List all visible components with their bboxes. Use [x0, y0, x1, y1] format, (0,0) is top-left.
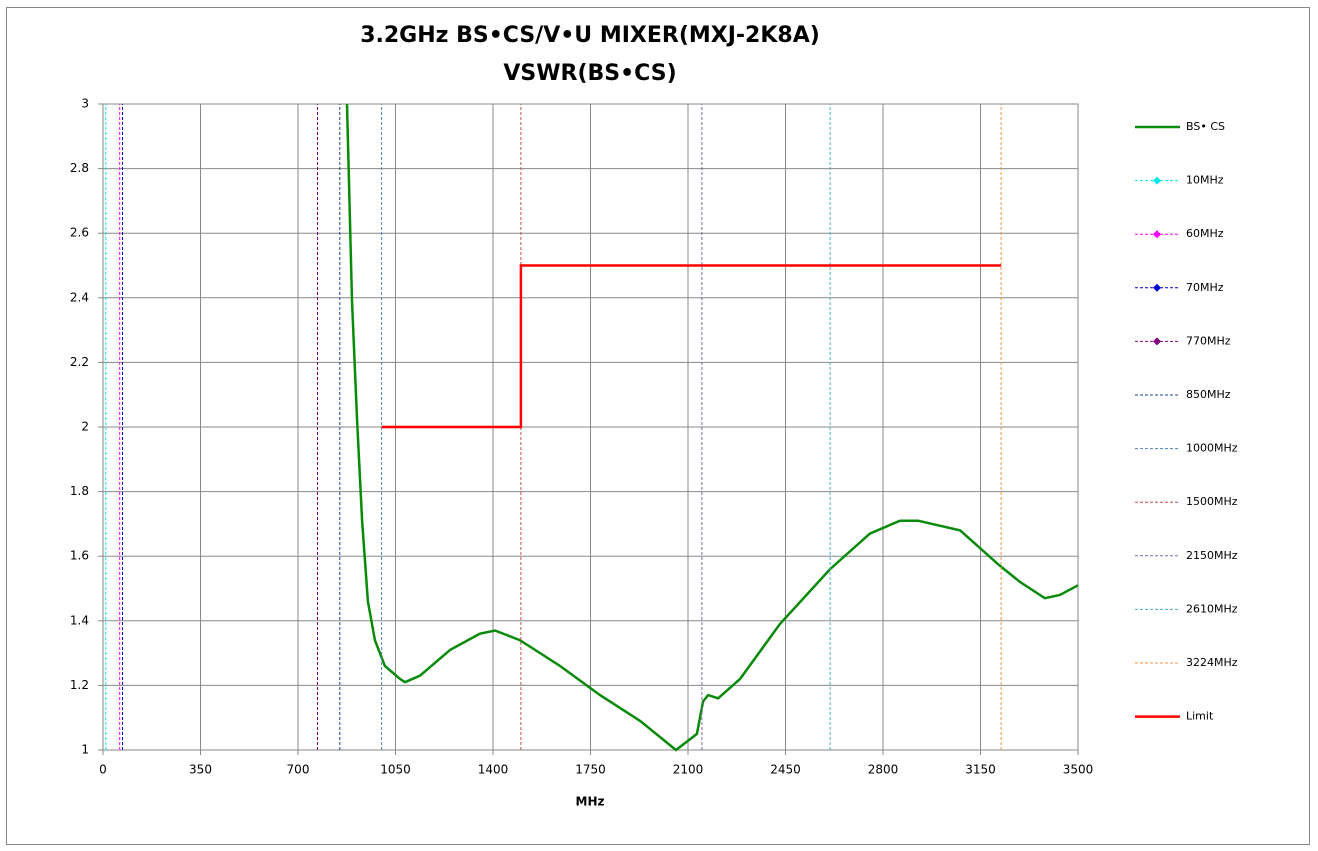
x-tick-label: 700: [287, 763, 310, 777]
legend-label: 850MHz: [1186, 388, 1231, 401]
legend-label: 10MHz: [1186, 174, 1224, 187]
chart-border: [6, 7, 1310, 845]
x-tick-label: 3500: [1063, 763, 1094, 777]
x-tick-label: 1400: [478, 763, 509, 777]
y-tick-label: 2.4: [70, 290, 89, 304]
legend-label: 1000MHz: [1186, 442, 1238, 455]
x-tick-label: 3150: [965, 763, 996, 777]
y-tick-label: 1.2: [70, 678, 89, 692]
legend-label: 2150MHz: [1186, 549, 1238, 562]
series-line: [381, 264, 1002, 429]
legend-marker: [1153, 230, 1161, 239]
x-tick-label: 2800: [868, 763, 899, 777]
y-tick-label: 2.2: [70, 355, 89, 369]
legend-label: 1500MHz: [1186, 495, 1238, 508]
y-tick-label: 1.8: [70, 484, 89, 498]
y-tick-label: 3: [81, 97, 89, 111]
legend-marker: [1153, 337, 1161, 346]
x-tick-label: 350: [189, 763, 212, 777]
legend-label: 60MHz: [1186, 227, 1224, 240]
legend-label: 770MHz: [1186, 334, 1231, 347]
x-tick-label: 0: [99, 763, 107, 777]
chart-title: 3.2GHz BS•CS/V•U MIXER(MXJ-2K8A): [360, 23, 820, 48]
x-tick-label: 2450: [770, 763, 801, 777]
y-tick-label: 1.6: [70, 549, 89, 563]
series-line: [345, 103, 1079, 752]
legend-label: BS• CS: [1186, 120, 1225, 133]
legend-marker: [1153, 176, 1161, 185]
plot-frame: [102, 103, 1079, 751]
x-tick-label: 2100: [673, 763, 704, 777]
y-tick-label: 2.6: [70, 226, 89, 240]
legend-label: 3224MHz: [1186, 656, 1238, 669]
chart-subtitle: VSWR(BS•CS): [503, 61, 676, 86]
legend-marker: [1153, 283, 1161, 292]
y-tick-label: 1: [81, 743, 89, 757]
x-tick-label: 1750: [575, 763, 606, 777]
x-tick-label: 1050: [380, 763, 411, 777]
legend-label: Limit: [1186, 710, 1214, 723]
legend-label: 2610MHz: [1186, 602, 1238, 615]
legend-label: 70MHz: [1186, 281, 1224, 294]
y-tick-label: 1.4: [70, 613, 89, 627]
y-tick-label: 2.8: [70, 161, 89, 175]
x-axis-label: MHz: [576, 795, 605, 809]
y-tick-label: 2: [81, 420, 89, 434]
